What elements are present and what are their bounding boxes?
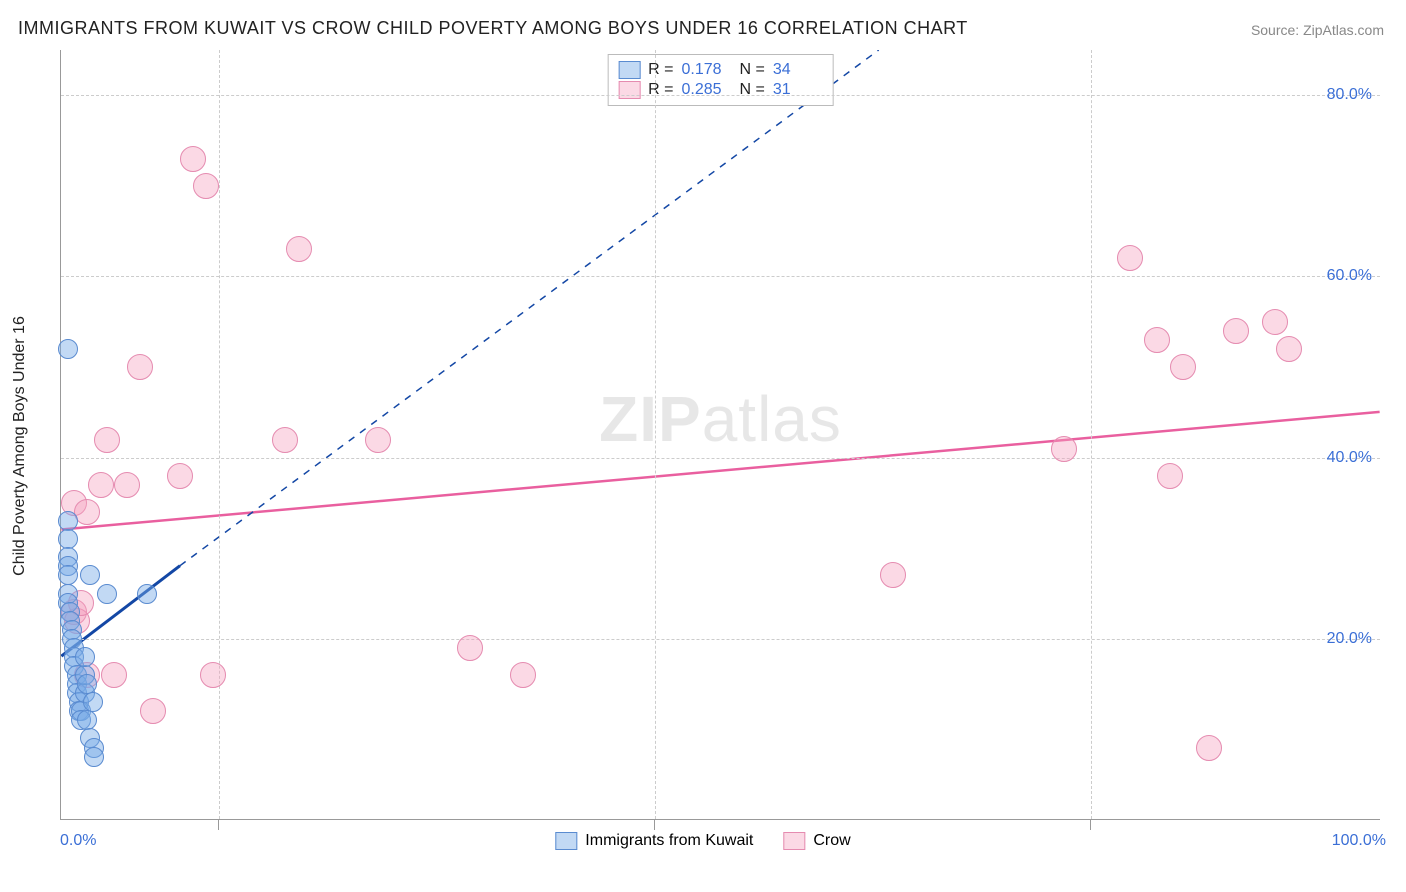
scatter-point-b <box>457 635 483 661</box>
stats-row-a: R = 0.178 N = 34 <box>618 61 823 79</box>
n-value-a: 34 <box>773 61 823 79</box>
scatter-point-b <box>1051 436 1077 462</box>
scatter-point-b <box>200 662 226 688</box>
legend-item-a: Immigrants from Kuwait <box>555 832 753 850</box>
swatch-a-icon <box>618 61 640 79</box>
y-axis-label: Child Poverty Among Boys Under 16 <box>11 316 29 576</box>
scatter-point-b <box>272 427 298 453</box>
scatter-point-b <box>1157 463 1183 489</box>
scatter-point-a <box>97 584 117 604</box>
scatter-point-a <box>58 529 78 549</box>
scatter-point-b <box>1196 735 1222 761</box>
gridline-h <box>61 458 1380 459</box>
stats-legend-box: R = 0.178 N = 34 R = 0.285 N = 31 <box>607 54 834 106</box>
y-tick-label: 60.0% <box>1327 267 1372 285</box>
scatter-point-a <box>58 565 78 585</box>
scatter-point-b <box>101 662 127 688</box>
scatter-point-a <box>58 339 78 359</box>
scatter-point-a <box>84 747 104 767</box>
gridline-v <box>1091 50 1092 819</box>
scatter-point-b <box>1262 309 1288 335</box>
x-tick-mark <box>218 820 219 830</box>
x-tick-mark <box>654 820 655 830</box>
n-value-b: 31 <box>773 81 823 99</box>
x-tick-max: 100.0% <box>1332 832 1386 850</box>
scatter-point-b <box>1144 327 1170 353</box>
chart-container: IMMIGRANTS FROM KUWAIT VS CROW CHILD POV… <box>0 0 1406 892</box>
y-tick-label: 20.0% <box>1327 630 1372 648</box>
x-tick-min: 0.0% <box>60 832 96 850</box>
y-tick-label: 40.0% <box>1327 449 1372 467</box>
scatter-point-b <box>94 427 120 453</box>
r-value-b: 0.285 <box>682 81 732 99</box>
bottom-legend: Immigrants from Kuwait Crow <box>555 832 850 850</box>
x-tick-marks <box>60 820 1380 830</box>
scatter-point-b <box>1276 336 1302 362</box>
legend-item-b: Crow <box>783 832 850 850</box>
scatter-point-b <box>286 236 312 262</box>
scatter-point-a <box>77 674 97 694</box>
r-label-a: R = <box>648 61 673 79</box>
chart-title: IMMIGRANTS FROM KUWAIT VS CROW CHILD POV… <box>18 18 968 39</box>
scatter-point-b <box>180 146 206 172</box>
scatter-point-b <box>510 662 536 688</box>
legend-label-b: Crow <box>813 832 850 850</box>
scatter-point-a <box>80 565 100 585</box>
scatter-point-b <box>140 698 166 724</box>
scatter-point-a <box>75 647 95 667</box>
scatter-point-a <box>83 692 103 712</box>
x-tick-mark <box>1090 820 1091 830</box>
r-value-a: 0.178 <box>682 61 732 79</box>
scatter-point-b <box>127 354 153 380</box>
y-tick-label: 80.0% <box>1327 86 1372 104</box>
watermark-bold: ZIP <box>599 383 702 455</box>
scatter-point-a <box>77 710 97 730</box>
gridline-h <box>61 639 1380 640</box>
scatter-point-b <box>114 472 140 498</box>
scatter-point-b <box>193 173 219 199</box>
stats-row-b: R = 0.285 N = 31 <box>618 81 823 99</box>
scatter-point-b <box>74 499 100 525</box>
legend-label-a: Immigrants from Kuwait <box>585 832 753 850</box>
gridline-h <box>61 95 1380 96</box>
watermark-light: atlas <box>702 383 842 455</box>
scatter-point-b <box>1117 245 1143 271</box>
plot-area: ZIPatlas R = 0.178 N = 34 R = 0.285 N = … <box>60 50 1380 820</box>
scatter-point-b <box>88 472 114 498</box>
scatter-point-b <box>1223 318 1249 344</box>
watermark: ZIPatlas <box>599 382 842 456</box>
source-label: Source: ZipAtlas.com <box>1251 22 1384 38</box>
n-label-b: N = <box>740 81 765 99</box>
scatter-point-a <box>137 584 157 604</box>
scatter-point-b <box>167 463 193 489</box>
gridline-v <box>655 50 656 819</box>
gridline-h <box>61 276 1380 277</box>
gridline-v <box>219 50 220 819</box>
scatter-point-b <box>880 562 906 588</box>
legend-swatch-b-icon <box>783 832 805 850</box>
swatch-b-icon <box>618 81 640 99</box>
n-label-a: N = <box>740 61 765 79</box>
trend-lines <box>61 50 1380 819</box>
scatter-point-a <box>58 511 78 531</box>
scatter-point-b <box>1170 354 1196 380</box>
scatter-point-b <box>365 427 391 453</box>
legend-swatch-a-icon <box>555 832 577 850</box>
r-label-b: R = <box>648 81 673 99</box>
